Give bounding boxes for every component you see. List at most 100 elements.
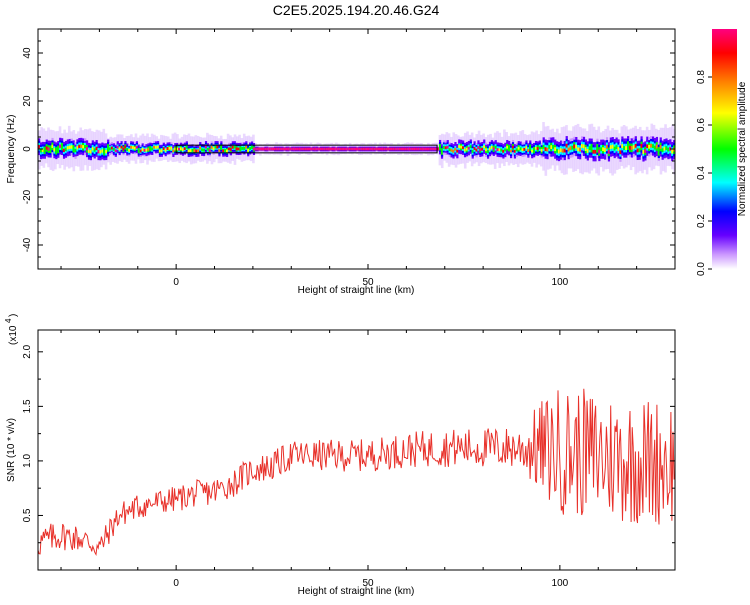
ridge-core-cell xyxy=(630,146,634,150)
ridge-core-cell xyxy=(214,145,217,149)
ridge-core-cell xyxy=(663,146,666,151)
ridge-core-cell xyxy=(513,149,517,153)
ridge-core-cell xyxy=(348,147,352,151)
ridge-core-cell xyxy=(66,146,69,150)
colorbar-tick-label: 0.6 xyxy=(696,118,707,132)
ridge-core-cell xyxy=(490,145,494,149)
ridge-core-cell xyxy=(91,147,94,151)
ridge-core-cell xyxy=(598,149,601,154)
ridge-core-cell xyxy=(293,147,296,151)
ridge-core-cell xyxy=(74,148,77,153)
ridge-core-cell xyxy=(473,147,476,150)
ridge-core-cell xyxy=(321,147,325,151)
ridge-core-cell xyxy=(158,149,162,153)
ridge-core-cell xyxy=(389,147,392,151)
ridge-core-cell xyxy=(450,148,453,152)
ridge-core-cell xyxy=(634,143,637,148)
ridge-core-cell xyxy=(448,148,451,152)
ridge-core-cell xyxy=(49,147,52,151)
ridge-core-cell xyxy=(339,147,342,151)
ridge-core-cell xyxy=(252,147,256,151)
colorbar-label: Normalized spectral amplitude xyxy=(737,81,748,216)
spectrogram-panel: 0 50 100 40 20 0 -20 -40 Height of straight lin… xyxy=(6,28,676,296)
ridge-core-cell xyxy=(204,145,208,149)
ridge-core-cell xyxy=(118,147,121,151)
ridge-core-cell xyxy=(421,147,424,151)
ridge-core-cell xyxy=(149,147,152,151)
ridge-core-cell xyxy=(511,145,515,149)
ridge-core-cell xyxy=(638,148,641,153)
ridge-core-cell xyxy=(210,145,213,149)
ridge-core-cell xyxy=(590,146,593,151)
ridge-core-cell xyxy=(408,147,411,151)
ridge-core-cell xyxy=(481,147,484,151)
ridge-core-cell xyxy=(665,146,668,150)
ridge-core-cell xyxy=(325,147,329,151)
ridge-core-cell xyxy=(68,145,71,150)
ridge-core-cell xyxy=(400,147,403,151)
ridge-core-cell xyxy=(239,147,242,151)
ridge-core-cell xyxy=(354,147,357,151)
colorbar-tick-label: 0.2 xyxy=(696,214,707,228)
ridge-core-cell xyxy=(250,146,254,149)
ridge-core-cell xyxy=(70,145,73,149)
ridge-core-cell xyxy=(224,149,227,152)
ridge-core-cell xyxy=(540,148,543,152)
ridge-core-cell xyxy=(483,145,486,149)
ridge-core-cell xyxy=(206,147,210,151)
ridge-core-cell xyxy=(107,146,110,150)
ridge-core-cell xyxy=(89,150,93,154)
ridge-core-cell xyxy=(435,147,438,151)
colorbar-tick-label: 0.4 xyxy=(696,166,707,180)
ridge-core-cell xyxy=(176,147,179,151)
ridge-core-cell xyxy=(527,149,530,152)
ridge-core-cell xyxy=(241,147,244,150)
ridge-core-cell xyxy=(609,145,612,150)
ridge-core-cell xyxy=(364,147,367,151)
ridge-core-cell xyxy=(318,147,321,151)
ridge-core-cell xyxy=(272,147,275,151)
ridge-core-cell xyxy=(648,144,651,149)
ridge-core-cell xyxy=(571,145,574,150)
ridge-core-cell xyxy=(628,145,632,150)
ridge-core-cell xyxy=(57,147,60,152)
ridge-core-cell xyxy=(611,144,614,149)
ridge-core-cell xyxy=(275,147,279,151)
ridge-core-cell xyxy=(53,148,56,152)
ridge-core-cell xyxy=(243,147,246,150)
ridge-core-cell xyxy=(212,147,215,151)
ridge-core-cell xyxy=(467,146,470,150)
ridge-core-cell xyxy=(383,147,386,151)
ridge-core-cell xyxy=(126,148,129,151)
ridge-core-cell xyxy=(494,145,497,149)
ridge-core-cell xyxy=(170,146,173,150)
snr-panel: 0 50 100 2.0 1.5 1.0 0.5 Height of straight li… xyxy=(4,314,676,597)
ridge-core-cell xyxy=(145,148,148,152)
ridge-core-cell xyxy=(38,145,41,149)
ridge-core-cell xyxy=(458,145,461,149)
ridge-core-cell xyxy=(216,145,219,149)
ridge-core-cell xyxy=(394,147,398,151)
spectrogram-ylabel: Frequency (Hz) xyxy=(6,115,17,184)
colorbar-gradient xyxy=(712,29,737,269)
ridge-core-cell xyxy=(506,145,509,149)
ridge-core-cell xyxy=(323,147,327,151)
spectrogram-ridge xyxy=(38,122,675,176)
ridge-core-cell xyxy=(135,145,139,149)
ridge-core-cell xyxy=(559,148,563,153)
ridge-core-cell xyxy=(260,147,263,151)
ridge-core-cell xyxy=(258,147,261,151)
ridge-core-cell xyxy=(619,150,622,155)
ridge-core-cell xyxy=(160,149,163,153)
ridge-core-cell xyxy=(287,147,290,151)
ridge-core-cell xyxy=(270,147,273,151)
ridge-core-cell xyxy=(575,144,578,149)
ridge-core-cell xyxy=(320,147,323,151)
ridge-core-cell xyxy=(621,144,624,148)
ridge-core-cell xyxy=(191,148,194,152)
snr-ytick-label: 1.5 xyxy=(22,399,33,413)
ridge-core-cell xyxy=(189,149,192,153)
ridge-core-cell xyxy=(437,147,440,151)
ridge-core-cell xyxy=(469,145,472,149)
ridge-core-cell xyxy=(391,147,394,151)
